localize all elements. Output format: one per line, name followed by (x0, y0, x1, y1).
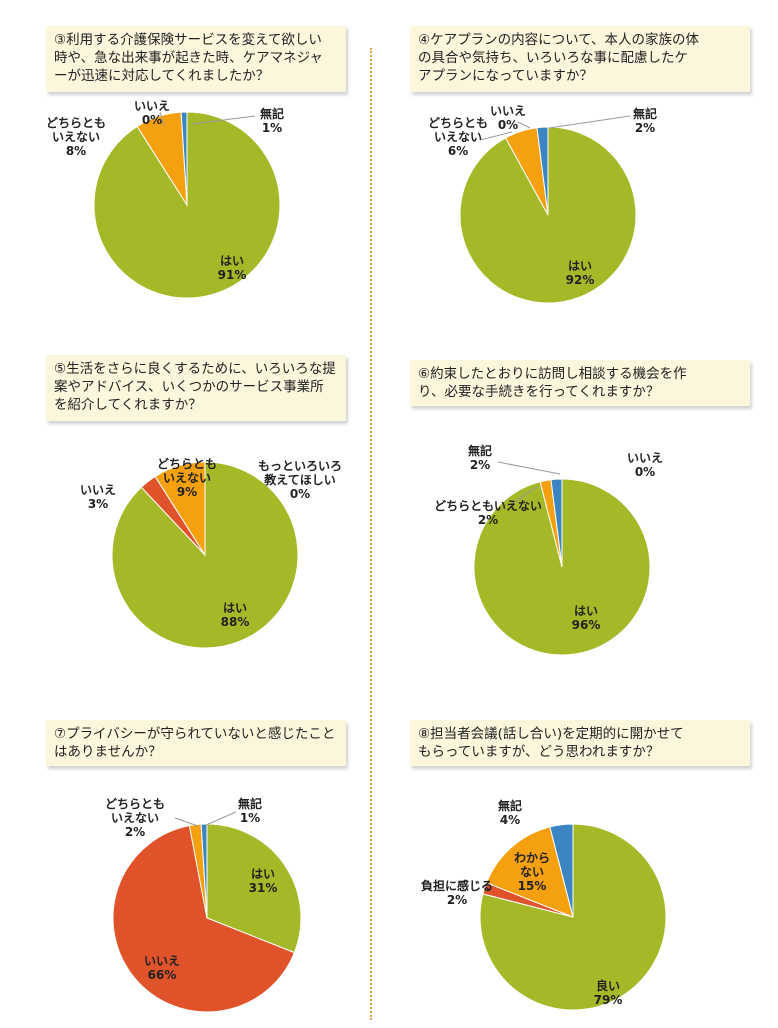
slice-label-2: 無記 2% (468, 443, 492, 472)
slice-label-1: いいえ 66% (144, 954, 180, 982)
pie-slice-3 (536, 126, 549, 216)
question-7-title: ⑦プライバシーが守られていないと感じたこと はありませんか？ (46, 720, 346, 766)
pie-slice-2 (154, 461, 206, 557)
slice-label-1: どちらともいえない 2% (434, 499, 542, 527)
slice-label-0: はい 31% (249, 867, 278, 895)
pie-chart-q4: はい 92% どちらともいえない 6%いいえ 0% 無記 2% (428, 104, 657, 304)
question-5-title: ⑤生活をさらに良くするために、いろいろな提 案やアドバイス、いくつかのサービス事… (46, 355, 346, 421)
pie-slice-3 (200, 823, 208, 919)
slice-label-0: はい 91% (218, 254, 247, 282)
leader-line-2 (517, 121, 531, 129)
leader-line-2 (497, 461, 561, 475)
leader-line-2 (159, 111, 165, 127)
slice-label-2: いいえ 0% (134, 99, 170, 127)
slice-label-1: 負担に感じる 2% (421, 878, 493, 907)
slice-label-3: もっといろいろ教えてほしい 0% (258, 459, 342, 501)
pie-slice-3 (549, 823, 574, 918)
leader-line-3 (205, 811, 237, 826)
slice-label-0: 良い 79% (594, 978, 623, 1007)
pie-chart-q6: はい 96% どちらともいえない 2% 無記 2% いいえ 0% (434, 443, 663, 656)
pie-slice-0 (479, 823, 667, 1011)
question-3-title: ③利用する介護保険サービスを変えて欲しい 時や、急な出来事が起きた時、ケアマネジ… (46, 26, 346, 92)
slice-label-2: どちらともいえない 9% (157, 457, 217, 499)
slice-label-1: どちらともいえない 6% (428, 116, 488, 158)
slice-label-2: どちらともいえない 2% (105, 797, 165, 839)
pie-chart-q7: はい 31% いいえ 66% どちらともいえない 2% 無記 1% (105, 796, 302, 1013)
slice-label-3: 無記 1% (260, 106, 284, 135)
leader-line-1 (479, 131, 513, 141)
pie-slice-1 (112, 825, 296, 1013)
slice-label-0: はい 88% (221, 601, 250, 629)
slice-label-1: いいえ 3% (80, 483, 116, 511)
pie-slice-0 (206, 823, 302, 954)
question-6-title: ⑥約束したとおりに訪問し相談する機会を作 り、必要な手続きを行ってくれますか？ (410, 360, 750, 406)
question-8-title: ⑧担当者会議(話し合い)を定期的に開かせて もらっていますが、どう思われますか？ (410, 720, 750, 766)
leader-line-1 (509, 485, 539, 506)
pie-chart-q3: はい 91% どちらともいえない 8% いいえ 0% 無記 1% (46, 99, 284, 299)
slice-label-1: どちらともいえない 8% (46, 116, 106, 158)
slice-label-3: 無記 2% (633, 106, 657, 135)
center-divider (370, 48, 372, 1020)
pie-slice-2 (550, 478, 563, 568)
pie-chart-q8: 良い 79% 負担に感じる 2% わからない 15% 無記 4% (421, 798, 667, 1011)
pie-chart-q5: はい 88% いいえ 3% どちらともいえない 9% もっといろいろ教えてほしい 0% (80, 457, 342, 649)
slice-label-0: はい 92% (566, 259, 595, 287)
question-4-title: ④ケアプランの内容について、本人の家族の体 の具合や気持ち、いろいろな事に配慮し… (410, 26, 750, 92)
slice-label-3: 無記 1% (238, 796, 262, 825)
slice-label-0: はい 96% (572, 604, 601, 632)
slice-label-2: わからない 15% (514, 851, 550, 893)
leader-line-1 (481, 883, 491, 887)
slice-label-3: 無記 4% (498, 798, 522, 827)
pie-slice-3 (180, 111, 188, 206)
slice-label-2: いいえ 0% (490, 104, 526, 132)
leader-line-3 (191, 115, 256, 125)
slice-label-3: いいえ 0% (627, 451, 663, 479)
pie-slice-2 (485, 826, 574, 918)
leader-line-2 (174, 817, 199, 827)
leader-line-3 (548, 115, 631, 129)
